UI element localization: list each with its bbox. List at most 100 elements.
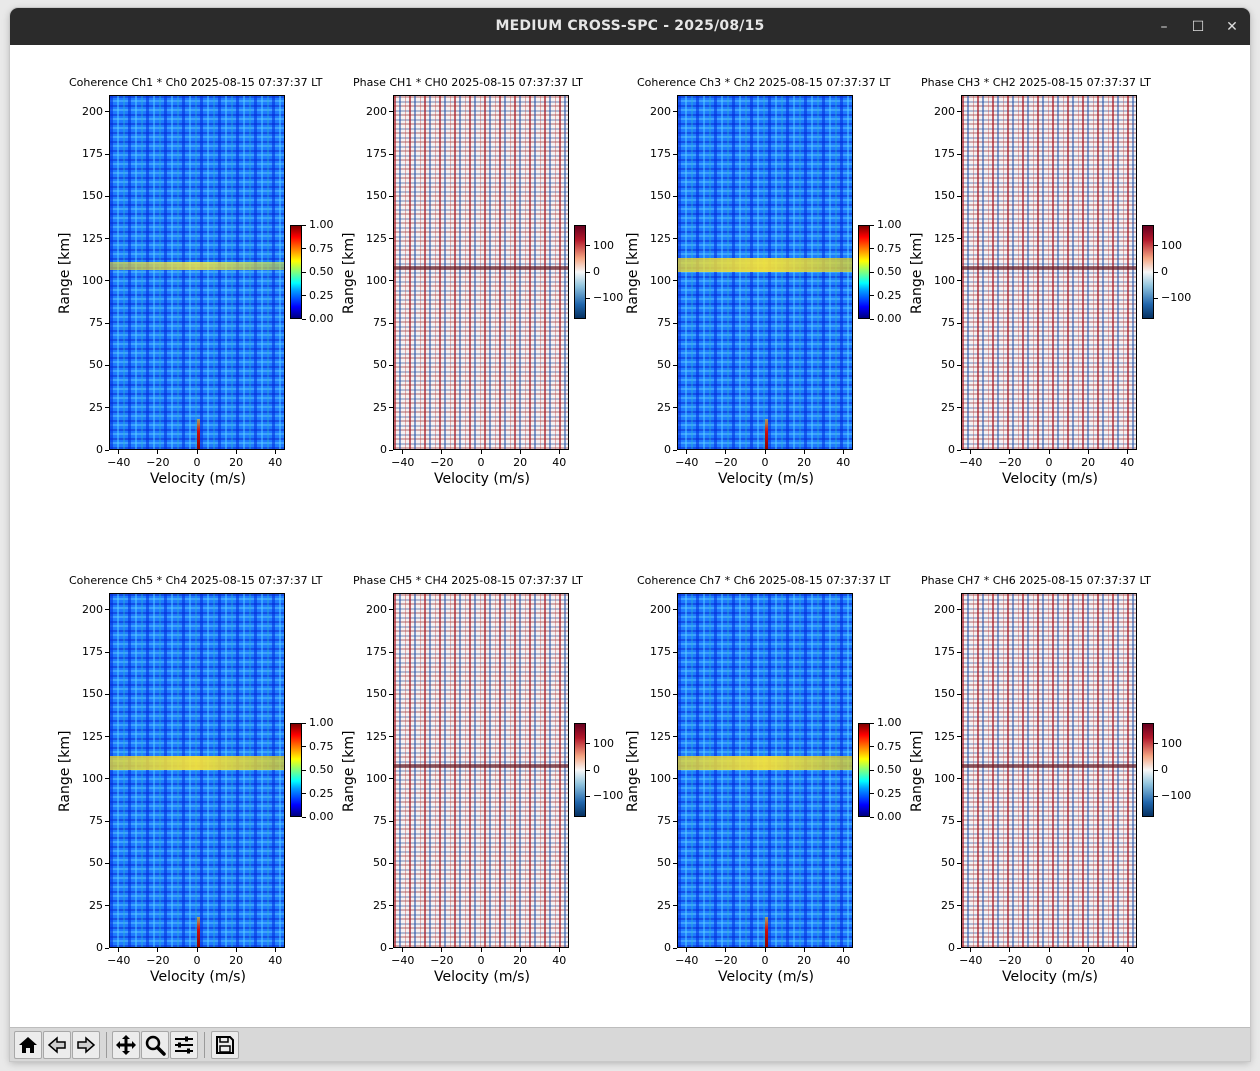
y-tick-label: 50 bbox=[657, 856, 671, 870]
subplot-title: Phase CH1 * CH0 2025-08-15 07:37:37 LT bbox=[353, 76, 583, 89]
zero-velocity-echo bbox=[197, 917, 200, 947]
y-tick-label: 100 bbox=[366, 771, 387, 785]
configure-subplots-button[interactable] bbox=[170, 1031, 198, 1059]
y-tick bbox=[673, 778, 677, 780]
x-tick-label: −40 bbox=[391, 954, 415, 967]
x-axis-label: Velocity (m/s) bbox=[718, 969, 814, 985]
zero-velocity-echo bbox=[765, 917, 768, 947]
colorbar-tick bbox=[302, 793, 306, 794]
subplot-title: Phase CH3 * CH2 2025-08-15 07:37:37 LT bbox=[921, 76, 1151, 89]
back-button[interactable] bbox=[43, 1031, 71, 1059]
x-tick-label: 20 bbox=[229, 954, 244, 967]
y-tick bbox=[389, 322, 393, 324]
x-tick-label: −20 bbox=[714, 954, 738, 967]
close-button[interactable]: ✕ bbox=[1219, 14, 1245, 40]
phase-heatmap bbox=[393, 593, 569, 948]
x-axis-label: Velocity (m/s) bbox=[718, 471, 814, 487]
x-tick-label: 20 bbox=[797, 456, 812, 469]
x-tick-label: −20 bbox=[430, 456, 454, 469]
y-tick-label: 50 bbox=[89, 358, 103, 372]
x-tick-label: 0 bbox=[193, 456, 201, 469]
y-tick bbox=[957, 736, 961, 738]
layer-band bbox=[394, 764, 568, 768]
x-tick-label: −40 bbox=[107, 456, 131, 469]
maximize-button[interactable]: ☐ bbox=[1185, 14, 1211, 40]
y-tick bbox=[673, 195, 677, 197]
x-tick-label: 40 bbox=[268, 954, 283, 967]
layer-band bbox=[678, 258, 852, 272]
x-axis-label: Velocity (m/s) bbox=[434, 969, 530, 985]
y-tick bbox=[389, 778, 393, 780]
coherence-colorbar bbox=[858, 723, 870, 817]
x-axis-label: Velocity (m/s) bbox=[150, 471, 246, 487]
y-tick-label: 25 bbox=[657, 898, 671, 912]
y-tick bbox=[957, 111, 961, 113]
save-button[interactable] bbox=[211, 1031, 239, 1059]
home-button[interactable] bbox=[14, 1031, 42, 1059]
colorbar-tick bbox=[1154, 795, 1158, 797]
y-tick bbox=[957, 449, 961, 451]
colorbar-tick bbox=[1154, 743, 1158, 745]
y-tick-label: 100 bbox=[82, 273, 103, 287]
y-tick bbox=[105, 736, 109, 738]
colorbar-tick-label: −100 bbox=[593, 789, 624, 803]
zoom-button[interactable] bbox=[141, 1031, 169, 1059]
toolbar-separator bbox=[204, 1032, 205, 1058]
coherence-colorbar bbox=[858, 225, 870, 319]
colorbar-tick bbox=[870, 271, 874, 273]
subplot-title: Coherence Ch1 * Ch0 2025-08-15 07:37:37 … bbox=[69, 76, 323, 89]
x-tick-label: 0 bbox=[761, 456, 769, 469]
y-tick-label: 200 bbox=[934, 602, 955, 616]
y-tick-label: 50 bbox=[941, 856, 955, 870]
y-tick bbox=[957, 322, 961, 324]
colorbar-tick-label: 100 bbox=[1161, 736, 1182, 750]
x-tick-label: 40 bbox=[552, 954, 567, 967]
minimize-button[interactable]: – bbox=[1151, 14, 1177, 40]
pan-button[interactable] bbox=[112, 1031, 140, 1059]
phase-heatmap bbox=[393, 95, 569, 450]
y-tick bbox=[673, 651, 677, 653]
y-tick-label: 150 bbox=[650, 687, 671, 701]
y-tick bbox=[957, 905, 961, 907]
x-tick bbox=[118, 450, 120, 454]
y-tick-label: 75 bbox=[941, 316, 955, 330]
zero-velocity-echo bbox=[197, 419, 200, 449]
figure-canvas[interactable]: Coherence Ch1 * Ch0 2025-08-15 07:37:37 … bbox=[10, 45, 1250, 1027]
y-tick-label: 175 bbox=[934, 645, 955, 659]
y-tick bbox=[389, 862, 393, 864]
colorbar-tick-label: −100 bbox=[1161, 291, 1192, 305]
x-tick bbox=[1126, 948, 1128, 952]
y-tick bbox=[957, 820, 961, 822]
y-axis-label: Range [km] bbox=[909, 730, 925, 813]
y-tick-label: 25 bbox=[941, 400, 955, 414]
y-tick bbox=[673, 449, 677, 451]
y-tick-label: 75 bbox=[89, 814, 103, 828]
x-tick bbox=[402, 948, 404, 952]
y-tick bbox=[389, 364, 393, 366]
y-tick bbox=[673, 238, 677, 240]
y-tick bbox=[389, 111, 393, 113]
x-tick-label: −40 bbox=[959, 954, 983, 967]
x-tick bbox=[842, 948, 844, 952]
y-tick bbox=[105, 778, 109, 780]
layer-band bbox=[678, 756, 852, 770]
y-tick-label: 0 bbox=[948, 443, 955, 456]
y-tick bbox=[673, 862, 677, 864]
x-tick bbox=[118, 948, 120, 952]
y-axis-label: Range [km] bbox=[57, 232, 73, 315]
y-tick-label: 75 bbox=[373, 814, 387, 828]
y-tick-label: 125 bbox=[82, 729, 103, 743]
y-tick bbox=[389, 407, 393, 409]
y-tick-label: 100 bbox=[366, 273, 387, 287]
colorbar-tick bbox=[586, 795, 590, 797]
y-tick-label: 150 bbox=[82, 189, 103, 203]
x-tick bbox=[1009, 948, 1011, 952]
colorbar-tick-label: 0 bbox=[1161, 763, 1168, 776]
y-tick bbox=[105, 609, 109, 611]
forward-button[interactable] bbox=[72, 1031, 100, 1059]
y-tick bbox=[105, 364, 109, 366]
y-tick bbox=[105, 238, 109, 240]
y-tick bbox=[389, 947, 393, 949]
x-tick-label: 40 bbox=[1120, 954, 1135, 967]
x-tick bbox=[725, 948, 727, 952]
